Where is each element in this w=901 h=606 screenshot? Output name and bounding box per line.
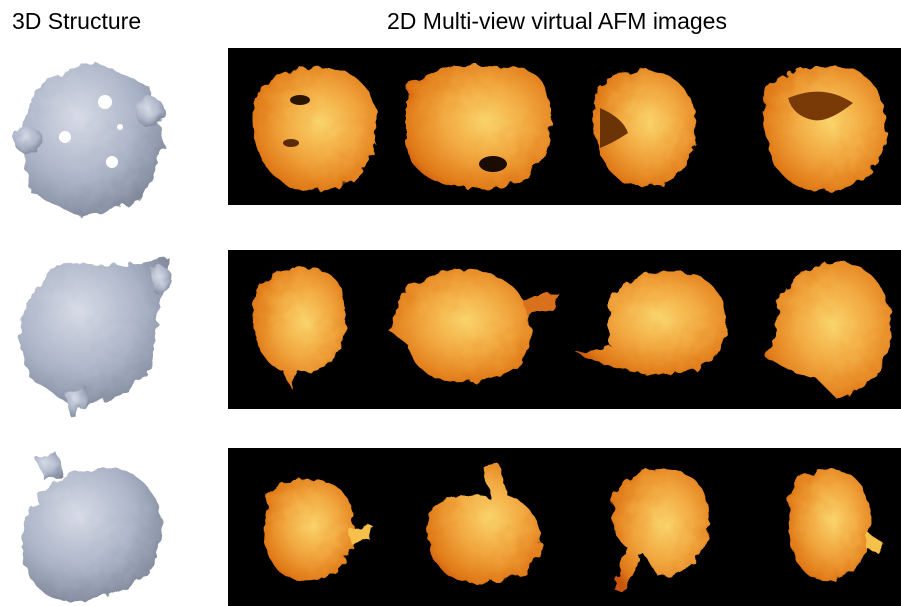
structure-column-heading: 3D Structure [12, 8, 142, 34]
afm-strip-row-1 [228, 48, 901, 205]
afm-view-2 [427, 463, 541, 583]
afm-strip-row-2 [228, 250, 901, 409]
afm-view-2 [388, 269, 558, 383]
afm-view-3 [593, 69, 697, 187]
protein-structure-3-icon [0, 446, 218, 606]
afm-view-3 [611, 468, 710, 593]
afm-strip-row-3 [228, 448, 901, 606]
afm-view-4 [763, 261, 891, 400]
afm-view-3 [578, 271, 727, 375]
afm-view-1 [252, 267, 347, 388]
afm-view-1 [262, 478, 373, 581]
afm-column-heading: 2D Multi-view virtual AFM images [387, 8, 727, 34]
protein-structure-1-icon [0, 52, 218, 222]
afm-view-4 [763, 65, 886, 192]
protein-structure-2-icon [0, 248, 218, 418]
afm-view-2 [406, 66, 551, 188]
afm-view-4 [787, 468, 883, 582]
afm-view-1 [253, 67, 377, 191]
